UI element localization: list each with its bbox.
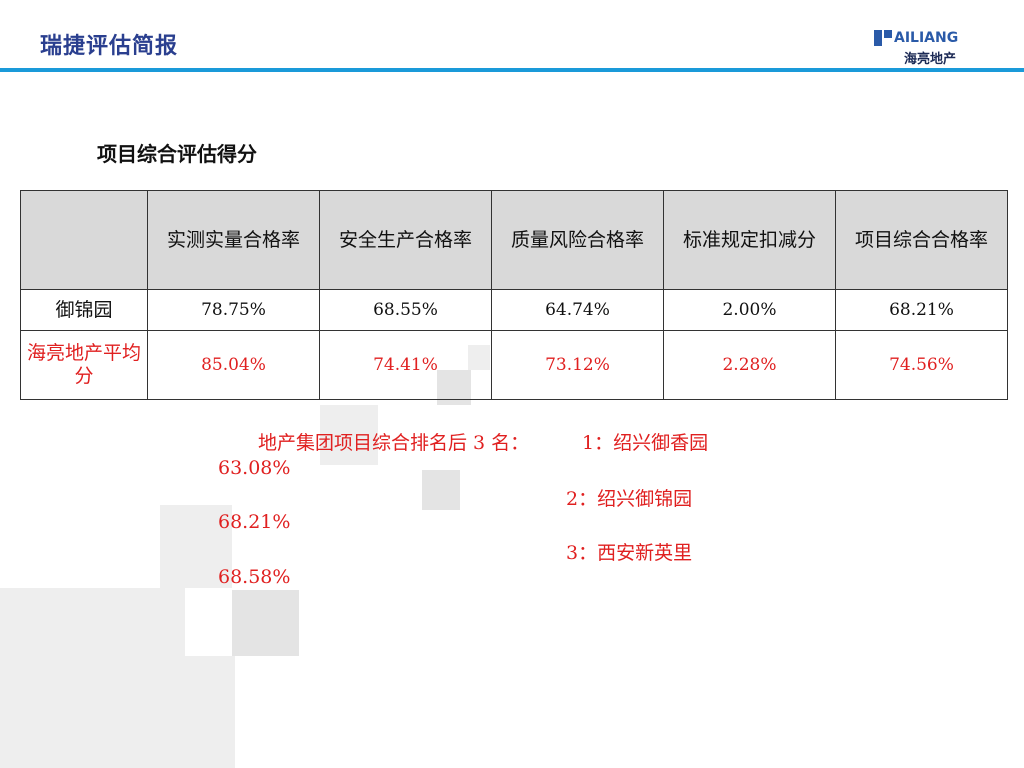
table-cell: 78.75% [147,289,320,331]
table-cell: 2.00% [663,289,836,331]
logo-text-en: AILIANG [894,30,959,46]
table-cell: 2.28% [663,330,836,400]
ranking-item-3: 3：西安新英里 [566,542,693,564]
table-cell: 64.74% [491,289,664,331]
table-header-cell: 质量风险合格率 [491,190,664,290]
table-row: 海亮地产平均分 85.04% 74.41% 73.12% 2.28% 74.56… [20,330,1008,400]
table-header-cell: 安全生产合格率 [319,190,492,290]
table-cell: 74.41% [319,330,492,400]
ranking-score-2: 68.21% [218,511,291,533]
logo-text-cn: 海亮地产 [904,52,957,67]
ranking-intro: 地产集团项目综合排名后 3 名： [258,432,530,454]
ranking-item-1: 1：绍兴御香园 [582,432,709,454]
deco-square [320,405,378,465]
deco-square [160,505,232,588]
table-header-cell: 实测实量合格率 [147,190,320,290]
section-title: 项目综合评估得分 [97,142,257,166]
table-header-cell: 标准规定扣减分 [663,190,836,290]
table-row: 御锦园 78.75% 68.55% 64.74% 2.00% 68.21% [20,289,1008,331]
table-cell: 85.04% [147,330,320,400]
table-cell: 73.12% [491,330,664,400]
row-label: 海亮地产平均分 [20,330,148,400]
table-header-cell: 项目综合合格率 [835,190,1008,290]
ranking-item-2: 2：绍兴御锦园 [566,488,693,510]
deco-square [232,590,299,656]
deco-square [0,588,185,768]
deco-square [422,470,460,510]
ranking-score-1: 63.08% [218,457,291,479]
table-header-corner [20,190,148,290]
table-cell: 74.56% [835,330,1008,400]
logo-mark-icon [874,30,882,46]
page-header-title: 瑞捷评估简报 [40,34,179,59]
logo-mark-small-icon [884,30,892,38]
ranking-score-3: 68.58% [218,566,291,588]
deco-square [185,656,235,768]
table-header-row: 实测实量合格率 安全生产合格率 质量风险合格率 标准规定扣减分 项目综合合格率 [20,190,1008,290]
header-divider [0,68,1024,72]
company-logo: AILIANG 海亮地产 [874,28,984,68]
row-label: 御锦园 [20,289,148,331]
table-cell: 68.55% [319,289,492,331]
score-table: 实测实量合格率 安全生产合格率 质量风险合格率 标准规定扣减分 项目综合合格率 … [20,190,1008,400]
table-cell: 68.21% [835,289,1008,331]
